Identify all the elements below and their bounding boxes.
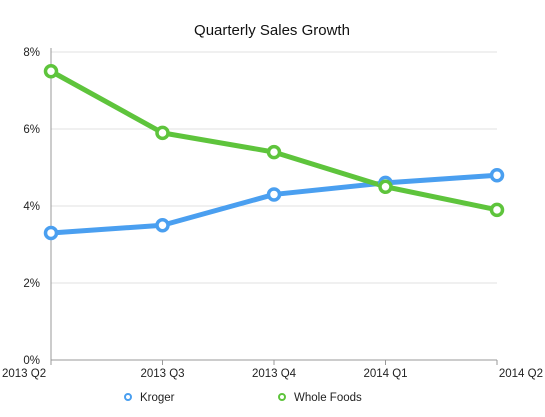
data-point-whole-foods: [489, 202, 505, 218]
data-point-kroger: [155, 218, 170, 233]
legend-label: Kroger: [140, 392, 175, 404]
legend-marker-icon: [278, 393, 286, 401]
data-point-kroger: [43, 225, 59, 241]
data-point-whole-foods: [43, 64, 59, 79]
y-tick-label: 8%: [23, 47, 40, 59]
x-tick-label: 2014 Q2: [499, 368, 543, 380]
axes: 0% 2% 4% 6% 8% 2013 Q2 2013 Q3 2013 Q4 2014 Q1 20…: [2, 47, 543, 380]
legend: Kroger Whole Foods: [124, 392, 362, 404]
data-point-kroger: [489, 167, 505, 183]
data-point-whole-foods: [266, 144, 282, 160]
y-tick-label: 4%: [23, 201, 40, 213]
data-point-whole-foods: [378, 179, 393, 194]
y-tick-label: 0%: [23, 355, 40, 367]
data-point-kroger: [266, 187, 282, 202]
x-tick-label: 2013 Q3: [140, 368, 184, 380]
y-tick-label: 2%: [23, 278, 40, 290]
x-tick-label: 2014 Q1: [363, 368, 407, 380]
data-point-whole-foods: [155, 125, 170, 141]
gridlines: [51, 51, 497, 284]
chart-title: Quarterly Sales Growth: [194, 22, 350, 39]
legend-marker-icon: [124, 393, 132, 401]
x-tick-label: 2013 Q2: [2, 368, 46, 380]
x-tick-label: 2013 Q4: [252, 368, 297, 380]
legend-label: Whole Foods: [294, 392, 362, 404]
series-line-kroger: [48, 172, 500, 236]
y-tick-label: 6%: [23, 124, 40, 136]
series-lines: [43, 64, 505, 241]
